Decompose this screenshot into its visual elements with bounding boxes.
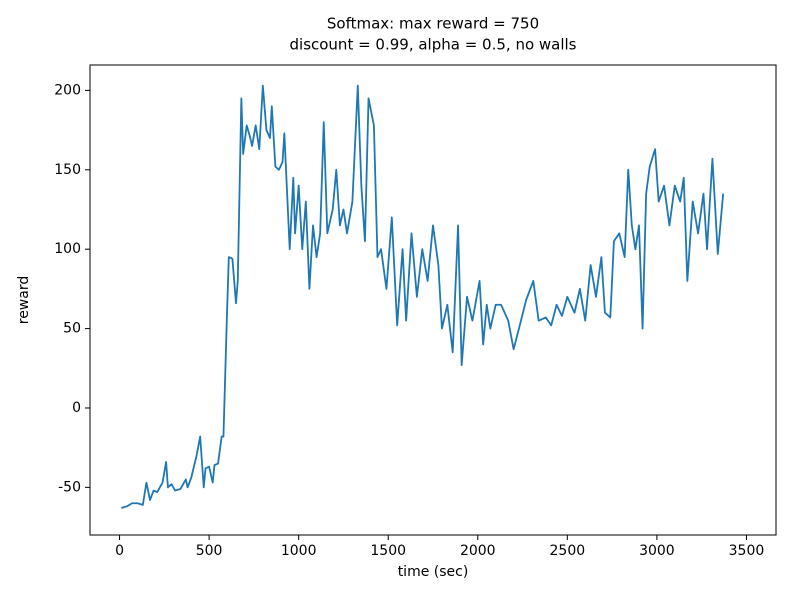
x-axis-label: time (sec) [398,564,469,580]
plot-frame [89,64,777,536]
y-axis-label: reward [16,276,32,325]
chart-title: Softmax: max reward = 750 [327,15,539,33]
x-tick-label: 1500 [370,543,406,559]
x-tick-label: 1000 [281,543,317,559]
y-tick-label: 0 [72,400,81,416]
y-tick-label: 150 [54,162,81,178]
x-tick-label: 3500 [729,543,765,559]
line-series [121,84,725,509]
y-tick-label: -50 [58,479,81,495]
x-tick-label: 3000 [639,543,675,559]
x-tick-label: 0 [115,543,124,559]
y-tick-label: 200 [54,82,81,98]
chart-subtitle: discount = 0.99, alpha = 0.5, no walls [290,36,577,54]
x-tick-label: 500 [196,543,223,559]
y-tick-label: 100 [54,241,81,257]
x-tick-label: 2000 [460,543,496,559]
x-tick-label: 2500 [550,543,586,559]
y-tick-label: 50 [63,321,81,337]
